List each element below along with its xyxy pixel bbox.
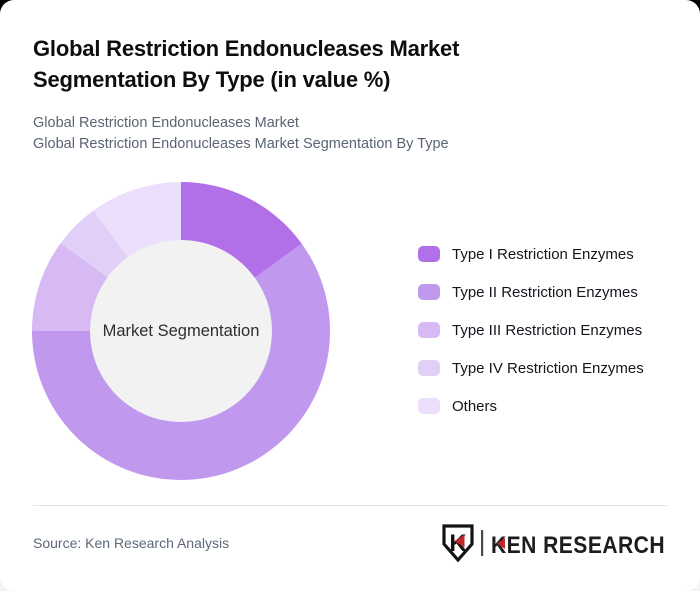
chart-subtitle: Global Restriction Endonucleases Market … — [33, 113, 660, 154]
subtitle-line-2: Global Restriction Endonucleases Market … — [33, 135, 449, 152]
source-note: Source: Ken Research Analysis — [33, 535, 230, 551]
legend-item: Others — [418, 397, 644, 415]
shield-red-triangle-icon — [454, 534, 465, 548]
title-line-2: Segmentation By Type (in value %) — [33, 67, 391, 92]
legend-label: Others — [452, 397, 498, 415]
footer: Source: Ken Research Analysis K KEN RESE… — [33, 521, 667, 565]
legend-label: Type IV Restriction Enzymes — [452, 359, 644, 377]
legend-label: Type II Restriction Enzymes — [452, 283, 638, 301]
page-title: Global Restriction Endonucleases Market … — [33, 33, 660, 95]
donut-center-circle: Market Segmentation — [90, 240, 272, 422]
legend-swatch — [418, 398, 440, 414]
legend-swatch — [418, 246, 440, 262]
legend-swatch — [418, 284, 440, 300]
legend-swatch — [418, 360, 440, 376]
donut-center-label: Market Segmentation — [102, 321, 260, 340]
title-line-1: Global Restriction Endonucleases Market — [33, 36, 460, 61]
legend-swatch — [418, 322, 440, 338]
wordmark-red-triangle-icon — [497, 538, 505, 549]
legend-item: Type IV Restriction Enzymes — [418, 359, 644, 377]
legend-label: Type III Restriction Enzymes — [452, 321, 643, 339]
chart-legend: Type I Restriction Enzymes Type II Restri… — [418, 245, 644, 415]
legend-label: Type I Restriction Enzymes — [452, 245, 634, 263]
ken-research-logo: K KEN RESEARCH — [442, 524, 665, 563]
legend-item: Type I Restriction Enzymes — [418, 245, 644, 263]
shield-monogram: K — [449, 530, 467, 557]
logo-wordmark: KEN RESEARCH — [491, 532, 665, 559]
logo-separator — [481, 530, 484, 556]
donut-chart: Market Segmentation — [32, 182, 330, 480]
legend-item: Type II Restriction Enzymes — [418, 283, 644, 301]
subtitle-line-1: Global Restriction Endonucleases Market — [33, 115, 299, 131]
legend-item: Type III Restriction Enzymes — [418, 321, 644, 339]
footer-divider — [33, 505, 667, 506]
